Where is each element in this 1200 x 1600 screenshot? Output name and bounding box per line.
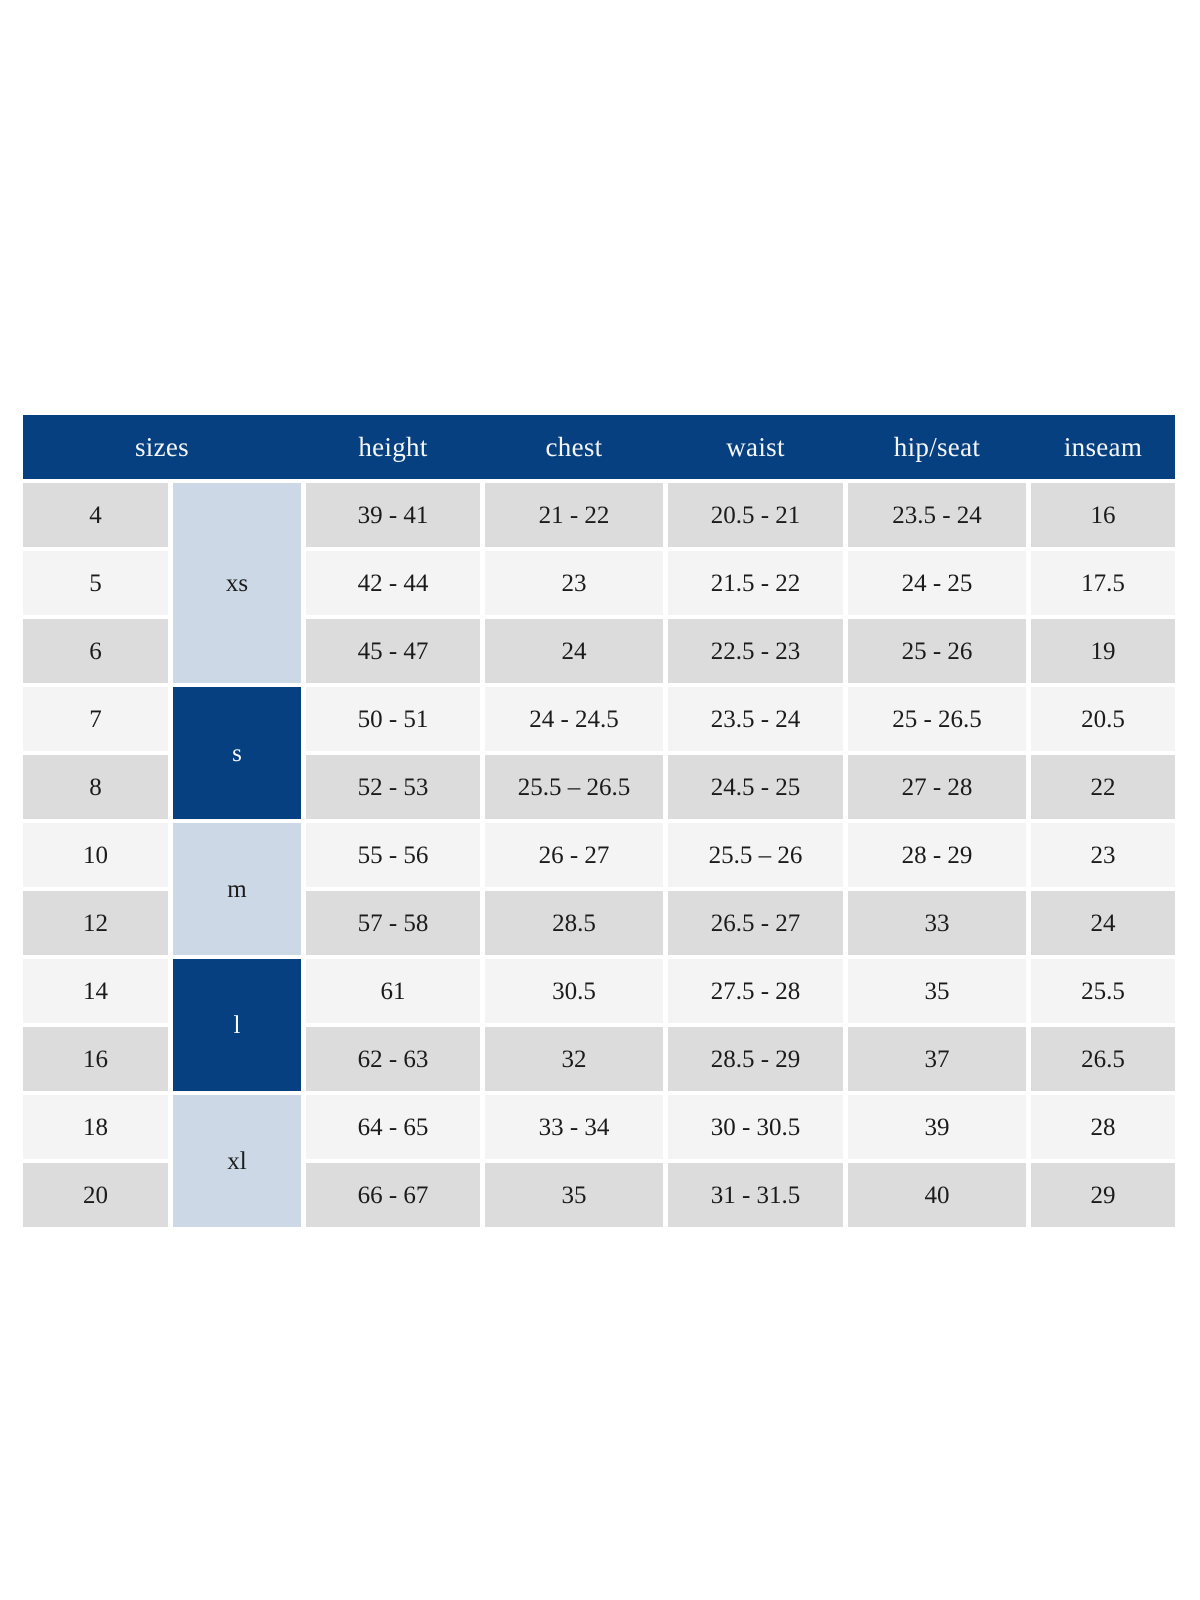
inseam-cell: 29	[1031, 1163, 1175, 1227]
column-header-waist: waist	[726, 431, 785, 462]
size-cell: 16	[23, 1027, 168, 1091]
inseam-cell: 26.5	[1031, 1027, 1175, 1091]
hip-seat-cell: 23.5 - 24	[848, 483, 1026, 547]
waist-cell: 24.5 - 25	[668, 755, 843, 819]
table-header-row: sizes height chest waist hip/seat inseam	[23, 415, 1175, 479]
hip-seat-cell: 28 - 29	[848, 823, 1026, 887]
size-cell: 20	[23, 1163, 168, 1227]
size-group-cell-xl: xl	[173, 1095, 301, 1227]
chest-cell: 23	[485, 551, 663, 615]
height-cell: 64 - 65	[306, 1095, 480, 1159]
chest-cell: 33 - 34	[485, 1095, 663, 1159]
size-cell: 14	[23, 959, 168, 1023]
waist-cell: 28.5 - 29	[668, 1027, 843, 1091]
column-header-chest: chest	[545, 431, 603, 462]
inseam-cell: 23	[1031, 823, 1175, 887]
chest-cell: 21 - 22	[485, 483, 663, 547]
size-group-cell-s: s	[173, 687, 301, 819]
inseam-cell: 20.5	[1031, 687, 1175, 751]
size-chart: sizes height chest waist hip/seat inseam…	[23, 415, 1175, 1227]
hip-seat-cell: 27 - 28	[848, 755, 1026, 819]
column-header-height: height	[358, 431, 428, 462]
hip-seat-cell: 37	[848, 1027, 1026, 1091]
size-cell: 8	[23, 755, 168, 819]
size-group-cell-xs: xs	[173, 483, 301, 683]
size-chart-table: sizes height chest waist hip/seat inseam…	[23, 415, 1175, 1227]
waist-cell: 22.5 - 23	[668, 619, 843, 683]
size-cell: 7	[23, 687, 168, 751]
size-cell: 10	[23, 823, 168, 887]
height-cell: 50 - 51	[306, 687, 480, 751]
chest-cell: 24	[485, 619, 663, 683]
hip-seat-cell: 25 - 26	[848, 619, 1026, 683]
waist-cell: 26.5 - 27	[668, 891, 843, 955]
waist-cell: 25.5 – 26	[668, 823, 843, 887]
height-cell: 52 - 53	[306, 755, 480, 819]
waist-cell: 23.5 - 24	[668, 687, 843, 751]
waist-cell: 27.5 - 28	[668, 959, 843, 1023]
height-cell: 66 - 67	[306, 1163, 480, 1227]
height-cell: 39 - 41	[306, 483, 480, 547]
chest-cell: 28.5	[485, 891, 663, 955]
column-header-hip-seat: hip/seat	[893, 431, 981, 462]
inseam-cell: 25.5	[1031, 959, 1175, 1023]
inseam-cell: 24	[1031, 891, 1175, 955]
chest-cell: 32	[485, 1027, 663, 1091]
size-cell: 4	[23, 483, 168, 547]
chest-cell: 30.5	[485, 959, 663, 1023]
waist-cell: 30 - 30.5	[668, 1095, 843, 1159]
height-cell: 55 - 56	[306, 823, 480, 887]
chest-cell: 35	[485, 1163, 663, 1227]
hip-seat-cell: 24 - 25	[848, 551, 1026, 615]
hip-seat-cell: 33	[848, 891, 1026, 955]
height-cell: 62 - 63	[306, 1027, 480, 1091]
size-group-cell-l: l	[173, 959, 301, 1091]
chest-cell: 26 - 27	[485, 823, 663, 887]
inseam-cell: 17.5	[1031, 551, 1175, 615]
height-cell: 42 - 44	[306, 551, 480, 615]
chest-cell: 24 - 24.5	[485, 687, 663, 751]
inseam-cell: 16	[1031, 483, 1175, 547]
waist-cell: 20.5 - 21	[668, 483, 843, 547]
height-cell: 61	[306, 959, 480, 1023]
size-cell: 18	[23, 1095, 168, 1159]
size-cell: 5	[23, 551, 168, 615]
hip-seat-cell: 35	[848, 959, 1026, 1023]
size-cell: 12	[23, 891, 168, 955]
height-cell: 57 - 58	[306, 891, 480, 955]
hip-seat-cell: 40	[848, 1163, 1026, 1227]
inseam-cell: 19	[1031, 619, 1175, 683]
size-group-cell-m: m	[173, 823, 301, 955]
chest-cell: 25.5 – 26.5	[485, 755, 663, 819]
size-cell: 6	[23, 619, 168, 683]
hip-seat-cell: 39	[848, 1095, 1026, 1159]
hip-seat-cell: 25 - 26.5	[848, 687, 1026, 751]
inseam-cell: 28	[1031, 1095, 1175, 1159]
height-cell: 45 - 47	[306, 619, 480, 683]
inseam-cell: 22	[1031, 755, 1175, 819]
column-header-sizes: sizes	[135, 431, 189, 462]
waist-cell: 21.5 - 22	[668, 551, 843, 615]
column-header-inseam: inseam	[1063, 431, 1143, 462]
waist-cell: 31 - 31.5	[668, 1163, 843, 1227]
